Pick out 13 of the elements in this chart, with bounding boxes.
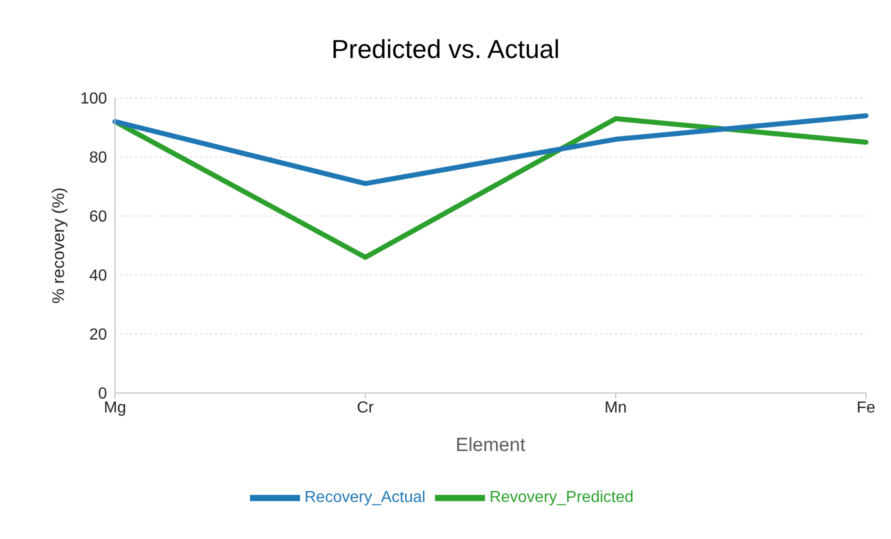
y-axis-title: % recovery (%) [49, 187, 68, 304]
y-tick-label: 20 [89, 326, 108, 344]
y-tick-label: 60 [89, 208, 108, 226]
y-tick-label: 100 [80, 90, 108, 108]
legend-label: Recovery_Actual [304, 489, 426, 506]
x-axis-title: Element [456, 435, 526, 456]
x-tick-label: Mn [604, 399, 627, 416]
y-tick-label: 80 [89, 150, 108, 167]
x-tick-label: Fe [856, 399, 876, 416]
legend-label: Revovery_Predicted [489, 489, 634, 506]
chart-title: Predicted vs. Actual [330, 33, 561, 66]
y-tick-label: 40 [89, 268, 108, 285]
x-tick-label: Cr [356, 399, 374, 416]
